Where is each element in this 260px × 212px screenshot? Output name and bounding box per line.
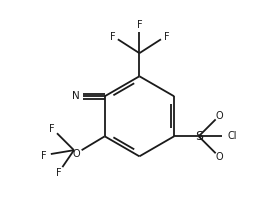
Text: O: O [73, 149, 80, 159]
Text: F: F [49, 124, 54, 134]
Text: O: O [216, 110, 223, 121]
Text: F: F [110, 32, 115, 42]
Text: O: O [216, 152, 223, 162]
Text: F: F [164, 32, 169, 42]
Text: S: S [195, 130, 203, 143]
Text: F: F [136, 20, 142, 31]
Text: F: F [56, 168, 62, 178]
Text: F: F [41, 151, 47, 161]
Text: N: N [72, 91, 79, 101]
Text: Cl: Cl [228, 131, 237, 141]
